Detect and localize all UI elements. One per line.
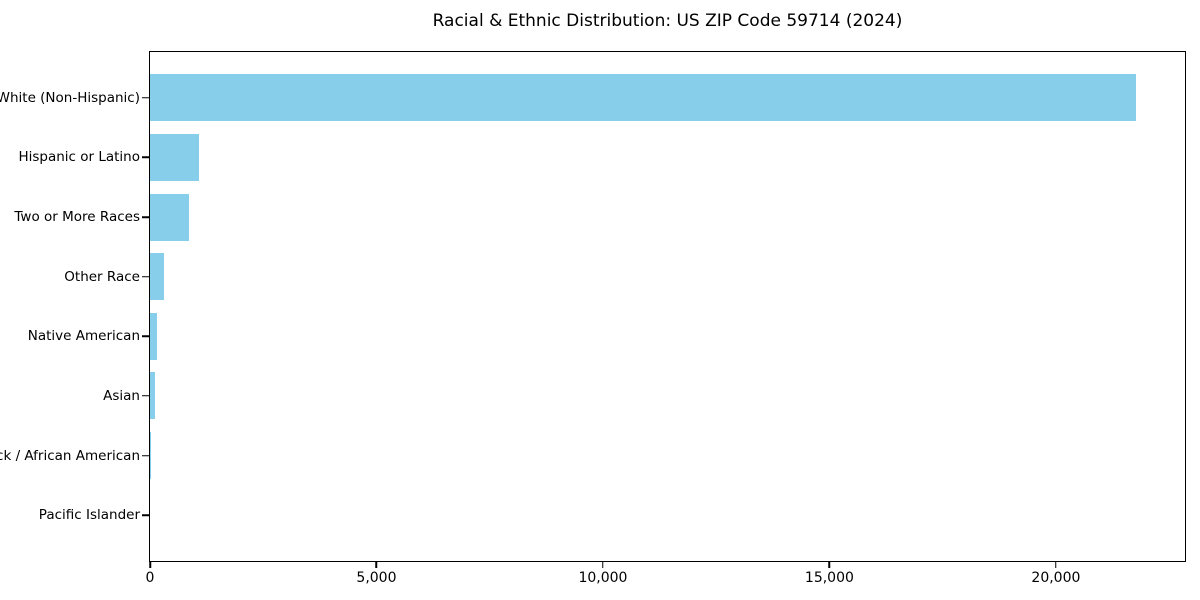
x-tick-label: 20,000 bbox=[1031, 570, 1081, 586]
x-tick-label: 15,000 bbox=[804, 570, 854, 586]
y-axis-tick bbox=[142, 454, 149, 457]
x-tick-label: 10,000 bbox=[578, 570, 628, 586]
bar-native-american bbox=[150, 312, 158, 360]
x-axis-tick bbox=[828, 561, 831, 568]
chart-title: Racial & Ethnic Distribution: US ZIP Cod… bbox=[432, 11, 903, 31]
y-axis-tick bbox=[142, 275, 149, 278]
y-axis-tick bbox=[142, 514, 149, 516]
bar-row: Asian bbox=[103, 366, 1185, 426]
bar-hispanic-or-latino bbox=[150, 133, 200, 181]
category-label: Pacific Islander bbox=[38, 507, 140, 524]
y-axis-tick bbox=[142, 97, 149, 99]
x-tick-label: 0 bbox=[145, 570, 155, 586]
bar-row: White (Non-Hispanic) bbox=[0, 68, 1185, 128]
bar-row: Native American bbox=[28, 307, 1185, 367]
x-axis-tick bbox=[375, 561, 378, 568]
x-axis-tick bbox=[149, 561, 151, 568]
bar-other-race bbox=[150, 253, 164, 301]
bar-row: Hispanic or Latino bbox=[18, 128, 1185, 188]
bar-white-non-hispanic bbox=[150, 74, 1136, 122]
bar-two-or-more-races bbox=[150, 193, 189, 241]
y-axis-tick bbox=[142, 335, 149, 338]
x-axis-tick bbox=[602, 561, 604, 568]
y-axis-tick bbox=[142, 156, 149, 159]
x-axis-tick bbox=[1055, 561, 1057, 568]
category-label: Other Race bbox=[64, 268, 140, 285]
bar-asian bbox=[150, 372, 155, 420]
plot-area: White (Non-Hispanic) Hispanic or Latino Tw… bbox=[0, 51, 1186, 586]
category-label: Native American bbox=[27, 328, 140, 345]
category-label: Hispanic or Latino bbox=[18, 149, 140, 166]
bar-black-african-american bbox=[150, 432, 152, 480]
bar-row: Black / African American bbox=[0, 426, 1185, 486]
bar-row: Pacific Islander bbox=[39, 485, 1185, 545]
category-label: Asian bbox=[103, 387, 140, 404]
bar-row: Other Race bbox=[64, 247, 1185, 307]
y-axis-tick bbox=[142, 216, 149, 218]
y-axis-tick bbox=[142, 395, 149, 397]
category-label: Black / African American bbox=[0, 447, 140, 464]
x-tick-label: 5,000 bbox=[356, 570, 397, 586]
category-label: White (Non-Hispanic) bbox=[0, 89, 140, 106]
bar-row: Two or More Races bbox=[14, 187, 1185, 247]
bar-rows-container: White (Non-Hispanic) Hispanic or Latino Tw… bbox=[0, 52, 1185, 561]
category-label: Two or More Races bbox=[14, 209, 140, 226]
